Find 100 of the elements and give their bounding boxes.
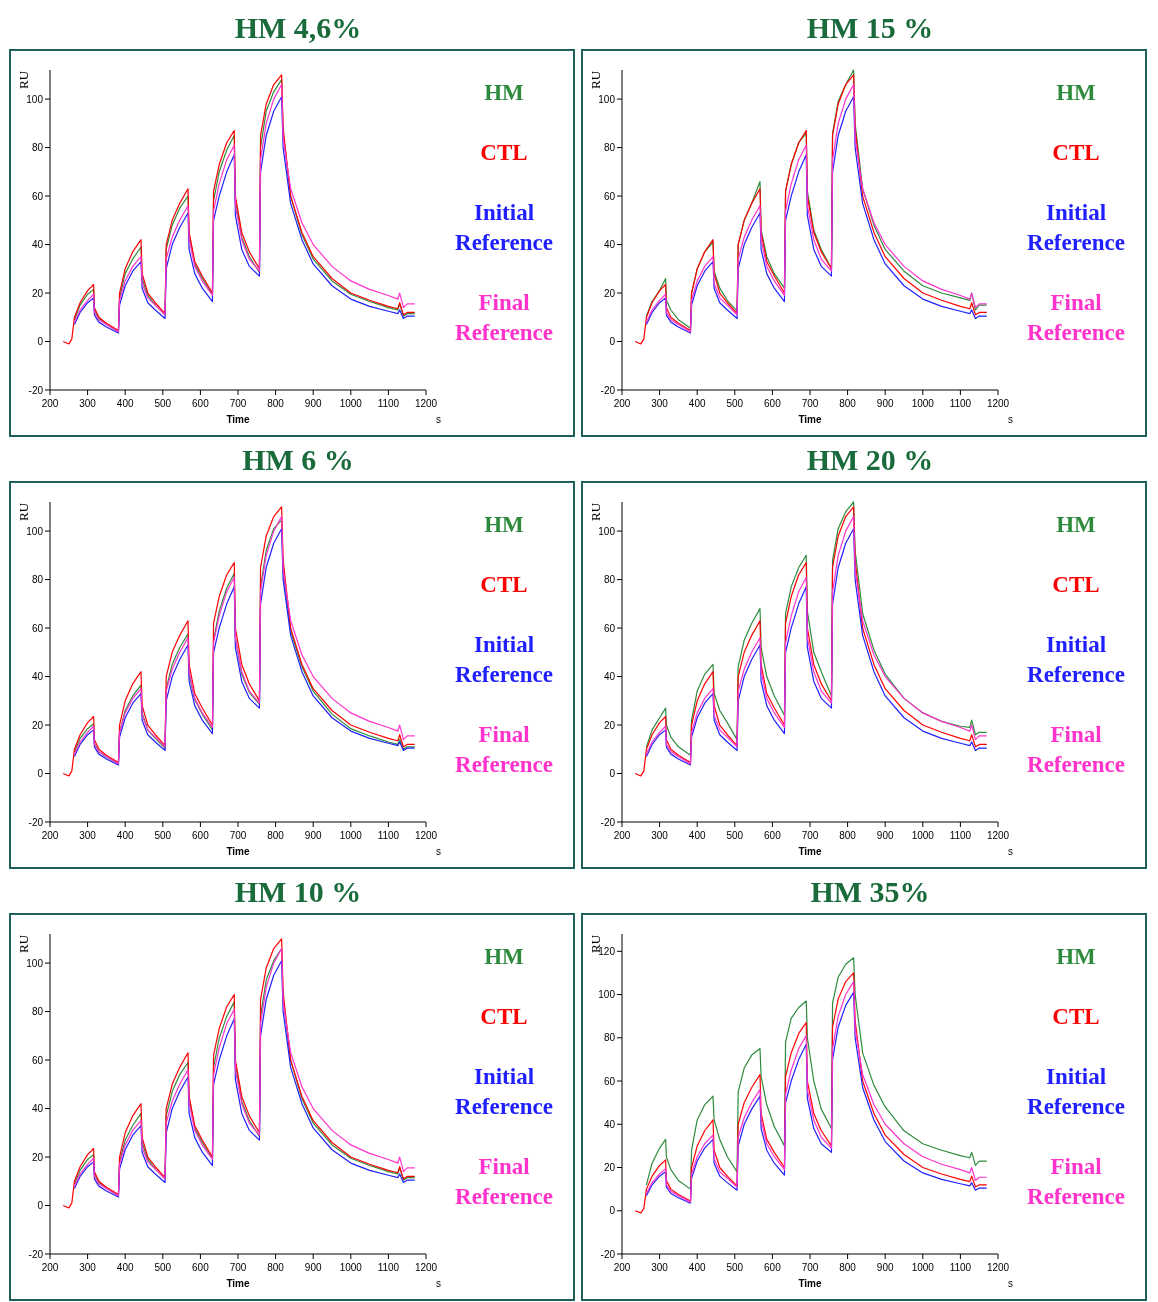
x-tick-label: 1000 bbox=[911, 830, 935, 841]
x-tick-label: 1200 bbox=[986, 1262, 1010, 1273]
x-tick-label: 900 bbox=[304, 398, 322, 409]
x-tick-label: 1100 bbox=[377, 398, 400, 409]
x-tick-label: 400 bbox=[116, 830, 134, 841]
x-tick-label: 500 bbox=[726, 398, 744, 409]
x-tick-label: 1000 bbox=[339, 830, 363, 841]
x-tick-label: 1000 bbox=[339, 1262, 363, 1273]
x-axis-title: Time bbox=[798, 414, 823, 425]
y-tick-label: -20 bbox=[28, 1248, 44, 1260]
x-tick-label: 300 bbox=[651, 398, 669, 409]
text: CTL bbox=[480, 140, 528, 165]
series-label: Final Reference bbox=[455, 1154, 553, 1209]
x-tick-label: 700 bbox=[229, 398, 247, 409]
x-tick-label: 1200 bbox=[414, 1262, 438, 1273]
y-tick-label: -20 bbox=[28, 384, 44, 396]
chart-title: HM 4,6% bbox=[234, 11, 362, 44]
y-tick-label: -20 bbox=[600, 384, 616, 396]
y-tick-label: -20 bbox=[28, 816, 44, 828]
y-tick-label: 20 bbox=[603, 719, 616, 731]
text: HM bbox=[484, 512, 525, 537]
y-tick-label: 80 bbox=[603, 574, 616, 586]
x-tick-label: 800 bbox=[267, 1262, 285, 1273]
y-axis-title: RU bbox=[588, 70, 603, 90]
text: s bbox=[1008, 846, 1013, 857]
x-tick-label: 600 bbox=[192, 398, 210, 409]
text: Initial Reference bbox=[1027, 200, 1125, 255]
y-tick-label: 100 bbox=[598, 93, 616, 105]
y-tick-label: 60 bbox=[31, 1054, 44, 1066]
x-tick-label: 400 bbox=[116, 398, 134, 409]
y-axis-title: RU bbox=[16, 934, 31, 954]
x-axis-title: Time bbox=[226, 414, 251, 425]
text: HM bbox=[1056, 512, 1097, 537]
x-axis-title: Time bbox=[798, 1278, 823, 1289]
y-tick-label: 40 bbox=[603, 1118, 616, 1130]
y-tick-label: 60 bbox=[603, 190, 616, 202]
x-tick-label: 900 bbox=[876, 398, 894, 409]
x-tick-label: 800 bbox=[267, 398, 285, 409]
y-tick-label: 0 bbox=[37, 336, 44, 348]
x-tick-label: 800 bbox=[839, 1262, 857, 1273]
text: HM bbox=[1056, 80, 1097, 105]
x-tick-label: 700 bbox=[801, 398, 819, 409]
y-tick-label: 20 bbox=[31, 719, 44, 731]
y-tick-label: 80 bbox=[603, 142, 616, 154]
series-label: Final Reference bbox=[455, 722, 553, 777]
x-tick-label: 300 bbox=[651, 1262, 669, 1273]
x-tick-label: 400 bbox=[688, 398, 706, 409]
text: CTL bbox=[1052, 572, 1100, 597]
x-tick-label: 600 bbox=[192, 830, 210, 841]
y-axis-title: RU bbox=[16, 502, 31, 522]
x-tick-label: 1100 bbox=[377, 830, 400, 841]
series-label: Final Reference bbox=[455, 290, 553, 345]
text: s bbox=[436, 1278, 441, 1289]
x-tick-label: 200 bbox=[613, 398, 631, 409]
x-tick-label: 500 bbox=[154, 1262, 172, 1273]
chart-title: HM 20 % bbox=[806, 443, 934, 476]
x-tick-label: 700 bbox=[229, 1262, 247, 1273]
y-tick-label: 100 bbox=[26, 93, 44, 105]
text: CTL bbox=[1052, 1004, 1100, 1029]
x-tick-label: 1200 bbox=[414, 830, 438, 841]
y-tick-label: 60 bbox=[31, 190, 44, 202]
y-tick-label: 80 bbox=[31, 1006, 44, 1018]
text: Initial Reference bbox=[455, 200, 553, 255]
y-tick-label: 40 bbox=[603, 671, 616, 683]
x-tick-label: 500 bbox=[726, 1262, 744, 1273]
y-tick-label: 0 bbox=[609, 1205, 616, 1217]
text: Initial Reference bbox=[455, 1064, 553, 1119]
x-tick-label: 1200 bbox=[986, 398, 1010, 409]
y-axis-title: RU bbox=[588, 502, 603, 522]
x-tick-label: 1100 bbox=[949, 1262, 972, 1273]
x-tick-label: 1200 bbox=[414, 398, 438, 409]
x-tick-label: 400 bbox=[688, 830, 706, 841]
x-tick-label: 1000 bbox=[911, 398, 935, 409]
x-tick-label: 600 bbox=[192, 1262, 210, 1273]
x-tick-label: 200 bbox=[613, 1262, 631, 1273]
y-tick-label: 20 bbox=[603, 287, 616, 299]
x-tick-label: 400 bbox=[688, 1262, 706, 1273]
x-tick-label: 700 bbox=[801, 830, 819, 841]
x-tick-label: 900 bbox=[304, 1262, 322, 1273]
y-tick-label: 40 bbox=[31, 671, 44, 683]
x-tick-label: 1200 bbox=[986, 830, 1010, 841]
y-tick-label: 20 bbox=[603, 1162, 616, 1174]
x-tick-label: 500 bbox=[154, 830, 172, 841]
y-tick-label: 60 bbox=[603, 622, 616, 634]
series-label: Final Reference bbox=[1027, 290, 1125, 345]
x-tick-label: 1100 bbox=[949, 830, 972, 841]
y-tick-label: 80 bbox=[603, 1032, 616, 1044]
series-label: Final Reference bbox=[1027, 1154, 1125, 1209]
x-tick-label: 1000 bbox=[911, 1262, 935, 1273]
y-tick-label: 20 bbox=[31, 287, 44, 299]
x-tick-label: 300 bbox=[79, 1262, 97, 1273]
y-tick-label: -20 bbox=[600, 1248, 616, 1260]
y-tick-label: 60 bbox=[603, 1075, 616, 1087]
y-tick-label: 100 bbox=[26, 525, 44, 537]
text: Initial Reference bbox=[1027, 1064, 1125, 1119]
text: Initial Reference bbox=[455, 632, 553, 687]
text: s bbox=[436, 414, 441, 425]
text: s bbox=[436, 846, 441, 857]
x-tick-label: 300 bbox=[79, 398, 97, 409]
series-label: Final Reference bbox=[1027, 722, 1125, 777]
